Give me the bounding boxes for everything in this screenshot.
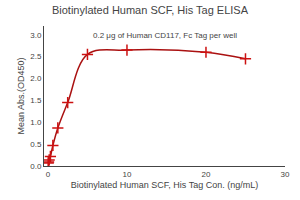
svg-text:1.5: 1.5 xyxy=(30,96,42,105)
svg-text:Biotinylated Human SCF, His Ta: Biotinylated Human SCF, His Tag Con. (ng… xyxy=(71,180,258,190)
svg-text:30: 30 xyxy=(281,170,290,179)
svg-text:0.0: 0.0 xyxy=(30,162,42,171)
svg-text:0.5: 0.5 xyxy=(30,140,42,149)
svg-text:20: 20 xyxy=(202,170,211,179)
svg-text:10: 10 xyxy=(123,170,132,179)
svg-text:0.2 μg of Human CD117, Fc Tag: 0.2 μg of Human CD117, Fc Tag per well xyxy=(93,31,237,40)
svg-text:2.0: 2.0 xyxy=(30,74,42,83)
svg-text:Biotinylated Human SCF, His Ta: Biotinylated Human SCF, His Tag ELISA xyxy=(52,4,249,16)
svg-text:0: 0 xyxy=(46,170,51,179)
svg-text:Mean Abs.(OD450): Mean Abs.(OD450) xyxy=(16,57,26,134)
svg-text:3.0: 3.0 xyxy=(30,31,42,40)
svg-text:1.0: 1.0 xyxy=(30,118,42,127)
svg-text:2.5: 2.5 xyxy=(30,52,42,61)
